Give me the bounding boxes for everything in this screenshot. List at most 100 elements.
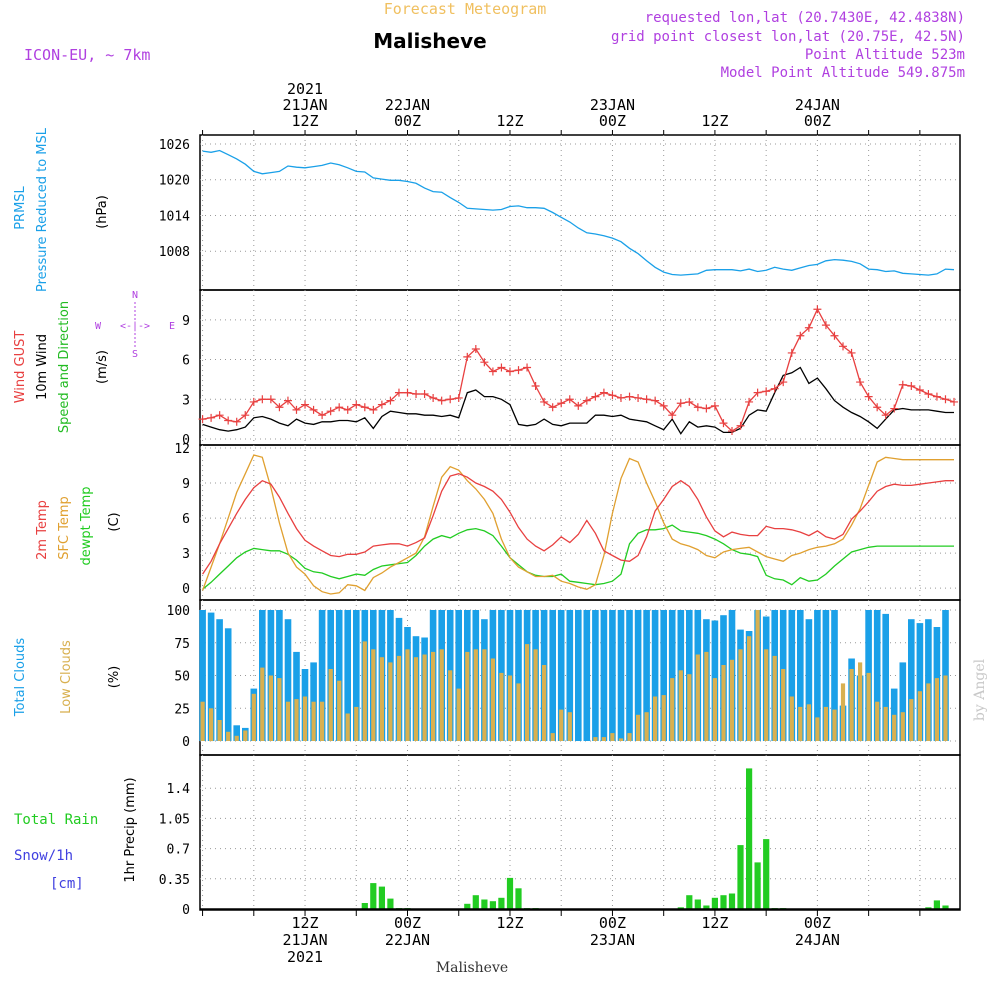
gust-marker: [634, 393, 643, 402]
pressure-label-unit: (hPa): [95, 195, 110, 229]
gust-marker: [335, 403, 344, 412]
low-cloud-bar: [729, 659, 735, 741]
gust-marker: [369, 405, 378, 414]
low-cloud-bar: [815, 717, 820, 741]
total-cloud-bar: [617, 610, 625, 741]
low-cloud-bar: [277, 678, 282, 741]
gust-marker: [839, 342, 848, 351]
low-cloud-bar: [371, 649, 376, 741]
gust-marker: [565, 395, 574, 404]
low-cloud-bar: [302, 696, 308, 741]
low-cloud-bar: [337, 680, 342, 741]
gust-marker: [762, 387, 771, 396]
wind-label-unit: (m/s): [95, 350, 110, 384]
temp-label-sfc: SFC Temp: [57, 496, 72, 560]
total-cloud-bar: [925, 619, 932, 741]
rain-bar: [378, 886, 385, 909]
y-tick-label: 1.05: [159, 812, 190, 827]
time-label-top: 00Z: [804, 112, 831, 130]
total-cloud-bar: [600, 610, 608, 741]
low-cloud-bar: [567, 712, 572, 741]
gust-marker: [540, 397, 549, 406]
gust-marker: [898, 380, 907, 389]
low-cloud-bar: [892, 714, 897, 741]
gust-marker: [941, 395, 950, 404]
low-cloud-bar: [823, 706, 828, 741]
axis-labels: 10081014102010260369036912025507510000.3…: [159, 80, 840, 966]
footer-location: Malisheve: [436, 960, 508, 976]
rain-bar: [464, 903, 471, 909]
y-tick-label: 12: [174, 442, 190, 457]
low-cloud-bar: [413, 657, 419, 741]
model-label: ICON-EU, ~ 7km: [24, 46, 150, 64]
location-title: Malisheve: [373, 29, 486, 53]
total-cloud-bar: [609, 610, 616, 741]
total-cloud-bar: [797, 610, 804, 741]
rain-bar: [711, 897, 718, 909]
total-cloud-bar: [335, 610, 343, 741]
direction-rose-icon: N <-|-> W E S: [95, 290, 175, 360]
total-cloud-bar: [908, 619, 915, 741]
low-cloud-bar: [943, 675, 948, 741]
precip-label-rain: Total Rain: [14, 812, 98, 828]
total-cloud-bar: [916, 623, 924, 741]
low-cloud-bar: [422, 654, 427, 741]
gust-marker: [847, 348, 856, 357]
low-cloud-bar: [721, 665, 726, 741]
low-cloud-bar: [661, 695, 666, 741]
y-tick-label: 0: [182, 582, 190, 597]
low-cloud-bar: [294, 699, 299, 741]
low-cloud-bar: [618, 738, 624, 741]
total-cloud-bar: [224, 628, 232, 741]
grid-lines: [200, 130, 960, 916]
time-label-bottom: 00Z: [394, 914, 421, 932]
pressure-panel-labels: PRMSL Pressure Reduced to MSL (hPa): [13, 127, 110, 292]
gust-marker: [283, 396, 292, 405]
y-tick-label: 100: [167, 604, 190, 619]
low-cloud-bar: [704, 651, 709, 741]
rain-bar: [498, 897, 505, 909]
rain-bar: [728, 893, 736, 909]
gust-marker: [505, 367, 514, 376]
model-altitude: Model Point Altitude 549.875m: [721, 65, 965, 81]
gust-marker: [616, 393, 625, 402]
low-cloud-bar: [875, 701, 880, 741]
time-label-bottom: 22JAN: [385, 931, 430, 949]
y-tick-label: 0.35: [159, 873, 190, 888]
rose-east: E: [169, 321, 175, 332]
y-tick-label: 75: [174, 637, 190, 652]
low-cloud-bar: [934, 678, 939, 741]
gust-marker: [796, 331, 805, 340]
y-tick-label: 6: [182, 512, 190, 527]
gust-marker: [873, 403, 882, 412]
low-cloud-bar: [507, 675, 513, 741]
y-tick-label: 1.4: [167, 782, 191, 797]
pressure-line: [202, 149, 955, 276]
y-tick-label: 0: [182, 903, 190, 918]
plot-marks: [198, 149, 960, 910]
temp-label-2m: 2m Temp: [35, 500, 50, 560]
y-tick-label: 50: [174, 670, 190, 685]
precip-label-cm: [cm]: [50, 876, 84, 892]
low-cloud-bar: [917, 691, 922, 741]
low-cloud-bar: [712, 678, 717, 741]
gust-marker: [198, 415, 207, 424]
gust-marker: [719, 419, 728, 428]
gust-marker: [377, 400, 386, 409]
rain-bar: [720, 895, 727, 909]
low-cloud-bar: [473, 649, 478, 741]
total-cloud-bar: [293, 651, 300, 741]
low-cloud-bar: [866, 672, 871, 741]
rain-bar: [472, 895, 479, 909]
total-cloud-bar: [583, 610, 591, 741]
low-cloud-bar: [781, 669, 786, 741]
gust-marker: [249, 397, 258, 406]
gust-marker: [950, 397, 959, 406]
gust-marker: [531, 382, 540, 391]
gust-marker: [241, 411, 250, 420]
y-tick-label: 0: [182, 433, 190, 448]
low-cloud-bar: [217, 720, 222, 741]
gust-marker: [454, 393, 463, 402]
gust-marker: [932, 392, 941, 401]
rain-bar: [677, 907, 684, 909]
